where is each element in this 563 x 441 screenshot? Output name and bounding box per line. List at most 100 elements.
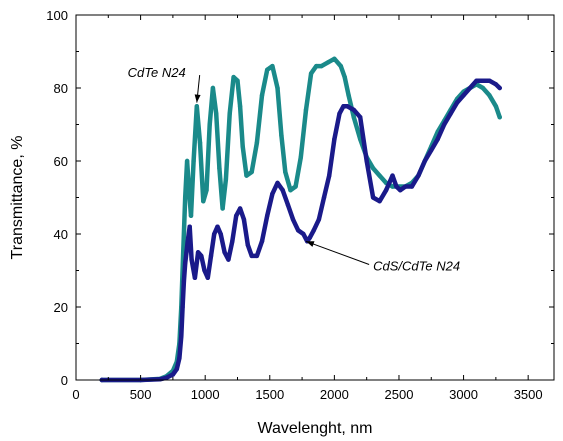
data-point [316,217,322,222]
data-point [170,372,176,377]
series-cds-cdte [99,78,502,383]
data-point [241,217,247,222]
data-point [213,111,219,116]
data-point [195,250,201,255]
data-point [254,140,260,145]
data-point [254,253,260,259]
data-point [191,158,196,164]
data-point [174,366,179,372]
data-point [237,206,243,211]
data-point [364,158,369,164]
data-point [314,63,319,69]
data-point [218,231,223,237]
data-point [377,173,382,178]
data-point [493,104,499,109]
data-point [237,104,243,109]
data-point [321,195,327,200]
data-point [398,188,403,193]
annotation-label: CdTe N24 [128,65,186,80]
data-point [497,85,502,91]
data-point [207,122,212,127]
data-point [307,235,313,240]
data-point [180,304,185,310]
data-point [240,144,245,149]
data-point [435,136,440,142]
data-point [337,111,342,116]
data-point [186,188,192,193]
data-point [177,355,182,361]
data-point [332,136,337,142]
data-point [245,242,251,248]
data-point [182,261,188,266]
data-point [259,239,265,244]
data-point [342,74,347,80]
annotation-cdte: CdTe N24 [128,65,201,103]
data-point [480,85,486,91]
data-point [210,85,216,91]
data-point [296,228,301,233]
series-line [99,56,502,383]
data-point [338,63,344,69]
data-point [249,253,254,259]
data-point [249,169,254,175]
data-point [290,217,296,222]
data-point [235,78,240,83]
data-point [215,224,220,229]
data-point [230,239,235,244]
data-point [377,198,382,204]
data-point [217,166,222,171]
series-layer [99,56,502,383]
y-axis-title: Transmittance, % [9,136,26,260]
y-tick-label: 20 [54,300,68,315]
data-point [461,93,466,98]
data-point [416,173,421,178]
data-point [341,104,346,109]
data-point [181,279,187,284]
x-tick-label: 1000 [191,387,220,402]
data-point [197,140,203,145]
y-tick-label: 100 [46,8,68,23]
y-tick-label: 0 [61,373,68,388]
data-point [351,115,356,120]
data-point [231,74,236,80]
data-point [474,78,479,83]
data-point [288,188,293,193]
data-point [390,173,395,178]
data-point [259,93,265,98]
data-point [308,71,314,76]
x-axis-title: Wavelenght, nm [257,420,372,437]
data-point [223,177,229,182]
series-cdte [99,56,502,383]
data-point [448,111,453,116]
data-point [327,173,332,178]
data-point [212,231,217,237]
x-tick-label: 3000 [449,387,478,402]
data-point [346,93,351,98]
data-point [205,275,210,280]
x-tick-label: 0 [72,387,79,402]
data-point [194,104,199,109]
data-point [370,166,376,171]
data-point [233,213,239,218]
data-point [358,115,363,120]
data-point [279,133,284,138]
data-point [226,257,231,262]
data-point [319,63,324,69]
data-point [182,195,188,200]
data-point [192,275,198,280]
data-point [220,206,225,211]
data-point [429,147,434,153]
data-point [332,56,337,61]
y-tick-label: 40 [54,227,68,242]
data-point [390,184,395,189]
data-point [184,158,190,164]
x-tick-label: 3500 [514,387,543,402]
data-point [270,191,275,197]
data-point [208,253,214,259]
data-point [487,93,492,98]
x-tick-label: 2500 [385,387,414,402]
data-point [270,63,275,69]
data-point [164,375,169,381]
data-point [204,188,209,193]
